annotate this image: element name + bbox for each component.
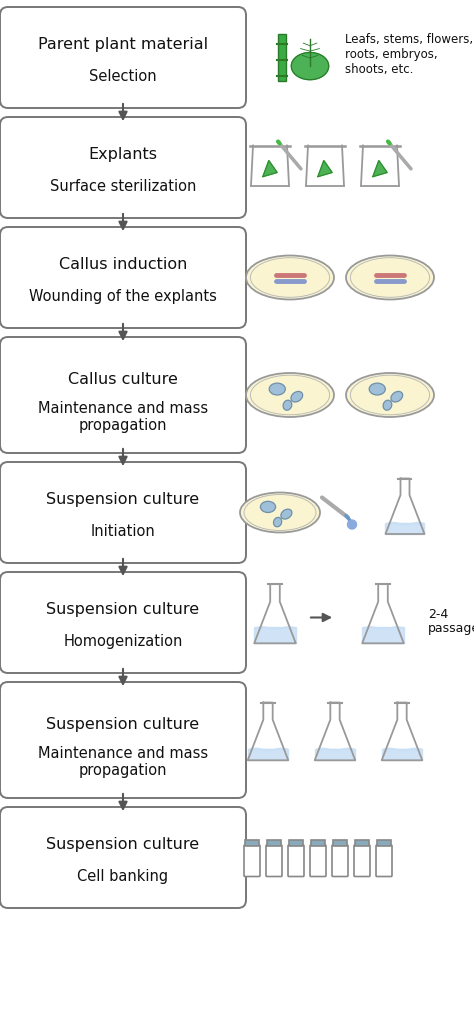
Polygon shape — [248, 702, 288, 760]
Polygon shape — [373, 161, 387, 177]
Bar — [333, 839, 347, 846]
Bar — [312, 859, 324, 875]
Text: Suspension culture: Suspension culture — [46, 492, 200, 507]
Text: Wounding of the explants: Wounding of the explants — [29, 289, 217, 304]
Polygon shape — [306, 145, 344, 186]
Text: Homogenization: Homogenization — [64, 634, 182, 648]
Ellipse shape — [269, 383, 285, 395]
Text: Callus induction: Callus induction — [59, 257, 187, 272]
Polygon shape — [382, 702, 422, 760]
Text: 2-4: 2-4 — [428, 608, 448, 621]
Polygon shape — [385, 523, 425, 534]
Text: Suspension culture: Suspension culture — [46, 837, 200, 852]
Bar — [267, 839, 281, 846]
Text: Cell banking: Cell banking — [77, 869, 169, 884]
Polygon shape — [248, 749, 288, 760]
Polygon shape — [254, 584, 296, 643]
FancyBboxPatch shape — [0, 117, 246, 218]
Bar — [355, 839, 369, 846]
Text: Maintenance and mass
propagation: Maintenance and mass propagation — [38, 400, 208, 433]
Bar — [311, 839, 325, 846]
Text: Suspension culture: Suspension culture — [46, 602, 200, 618]
FancyBboxPatch shape — [0, 807, 246, 908]
Bar — [289, 839, 303, 846]
Polygon shape — [385, 479, 425, 534]
Text: Explants: Explants — [89, 147, 157, 163]
Text: Parent plant material: Parent plant material — [38, 38, 208, 52]
Ellipse shape — [246, 255, 334, 300]
Ellipse shape — [260, 501, 275, 512]
Polygon shape — [362, 584, 404, 643]
FancyBboxPatch shape — [0, 682, 246, 798]
FancyBboxPatch shape — [376, 845, 392, 877]
Text: roots, embryos,: roots, embryos, — [345, 48, 438, 61]
FancyBboxPatch shape — [0, 462, 246, 563]
Bar — [268, 859, 280, 875]
FancyBboxPatch shape — [0, 227, 246, 328]
FancyBboxPatch shape — [0, 572, 246, 673]
Polygon shape — [318, 161, 332, 177]
Polygon shape — [362, 628, 404, 643]
Polygon shape — [292, 53, 328, 79]
FancyBboxPatch shape — [354, 845, 370, 877]
Bar — [378, 859, 390, 875]
Ellipse shape — [291, 391, 303, 402]
Ellipse shape — [391, 391, 403, 402]
Bar — [290, 859, 302, 875]
Polygon shape — [254, 628, 296, 643]
Bar — [245, 839, 259, 846]
Ellipse shape — [383, 400, 392, 410]
Polygon shape — [315, 749, 356, 760]
Ellipse shape — [283, 400, 292, 410]
FancyBboxPatch shape — [0, 7, 246, 108]
Polygon shape — [315, 702, 356, 760]
Text: passages: passages — [428, 622, 474, 635]
Bar — [334, 859, 346, 875]
FancyBboxPatch shape — [244, 845, 260, 877]
FancyBboxPatch shape — [310, 845, 326, 877]
Text: Selection: Selection — [89, 69, 157, 83]
FancyBboxPatch shape — [0, 337, 246, 453]
Text: Suspension culture: Suspension culture — [46, 717, 200, 733]
Text: Maintenance and mass
propagation: Maintenance and mass propagation — [38, 746, 208, 778]
FancyBboxPatch shape — [332, 845, 348, 877]
FancyBboxPatch shape — [288, 845, 304, 877]
Ellipse shape — [281, 509, 292, 519]
Text: Initiation: Initiation — [91, 523, 155, 538]
Circle shape — [347, 520, 356, 529]
Ellipse shape — [273, 517, 282, 527]
Text: Callus culture: Callus culture — [68, 373, 178, 387]
Ellipse shape — [346, 373, 434, 417]
Bar — [356, 859, 368, 875]
Text: Leafs, stems, flowers,: Leafs, stems, flowers, — [345, 33, 473, 46]
Polygon shape — [263, 161, 277, 177]
Ellipse shape — [369, 383, 385, 395]
Bar — [278, 35, 286, 81]
Bar — [246, 859, 258, 875]
Ellipse shape — [246, 373, 334, 417]
Ellipse shape — [240, 493, 320, 532]
Ellipse shape — [346, 255, 434, 300]
Text: Surface sterilization: Surface sterilization — [50, 179, 196, 194]
Polygon shape — [361, 145, 399, 186]
Bar — [377, 839, 391, 846]
Text: shoots, etc.: shoots, etc. — [345, 63, 413, 76]
Polygon shape — [382, 749, 422, 760]
FancyBboxPatch shape — [266, 845, 282, 877]
Polygon shape — [251, 145, 289, 186]
